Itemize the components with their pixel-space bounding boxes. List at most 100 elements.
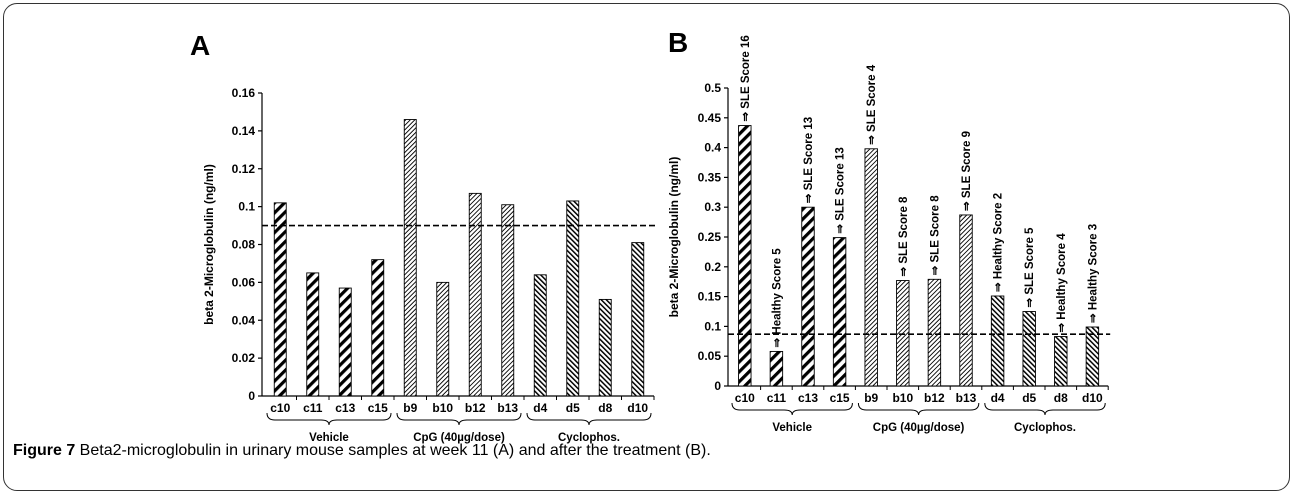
group-brace xyxy=(857,402,980,416)
caption-label: Figure 7 xyxy=(13,442,76,459)
bar-annotation-b12: ⇒ SLE Score 8 xyxy=(929,195,941,276)
bar-c13 xyxy=(338,287,352,397)
bar-d5 xyxy=(1022,311,1036,387)
group-label: Vehicle xyxy=(309,432,349,444)
y-tick-label: 0.5 xyxy=(704,81,721,95)
x-tick-label: c15 xyxy=(368,401,388,415)
bar-d4 xyxy=(533,274,547,397)
x-tick-label: c11 xyxy=(767,391,787,405)
y-tick-label: 0.45 xyxy=(698,111,722,125)
bar-d5 xyxy=(566,200,580,397)
bar-c10 xyxy=(273,202,287,397)
bar-annotation-c13: ⇒ SLE Score 13 xyxy=(803,117,815,203)
bar-c15 xyxy=(832,237,847,387)
bar-d8 xyxy=(1054,336,1068,387)
y-tick-label: 0.06 xyxy=(232,275,256,289)
group-label: Cyclophos. xyxy=(558,432,620,444)
y-tick-label: 0.15 xyxy=(698,290,722,304)
bar-annotation-c15: ⇒ SLE Score 13 xyxy=(835,147,847,233)
y-tick-label: 0.08 xyxy=(232,238,256,252)
bar-annotation-c11: ⇒ Healthy Score 5 xyxy=(771,248,783,348)
y-tick-label: 0.04 xyxy=(232,313,256,327)
bar-c11 xyxy=(306,272,320,397)
x-tick-label: b9 xyxy=(864,391,878,405)
bar-b9 xyxy=(864,148,878,387)
group-label: Vehicle xyxy=(772,422,812,434)
bar-d10 xyxy=(1085,326,1100,387)
x-tick-label: b13 xyxy=(956,391,977,405)
y-axis-title: beta 2-Microglobulin (ng/ml) xyxy=(202,164,216,325)
bar-b12 xyxy=(468,192,482,397)
y-tick-label: 0.3 xyxy=(704,200,721,214)
bar-b12 xyxy=(927,278,942,387)
x-tick-label: c15 xyxy=(830,391,850,405)
group-brace xyxy=(526,412,652,426)
bar-b10 xyxy=(436,281,450,397)
group-brace xyxy=(266,412,392,426)
y-tick-label: 0.35 xyxy=(698,170,722,184)
x-tick-label: c13 xyxy=(798,391,818,405)
bar-c11 xyxy=(769,350,784,387)
y-tick-label: 0.2 xyxy=(704,260,721,274)
x-tick-label: b10 xyxy=(892,391,913,405)
y-tick-label: 0.1 xyxy=(238,200,255,214)
caption-text: Beta2-microglobulin in urinary mouse sam… xyxy=(75,442,711,459)
group-label: CpG (40µg/dose) xyxy=(413,432,505,444)
bar-d8 xyxy=(598,298,612,397)
figure-frame xyxy=(3,3,1290,491)
y-tick-label: 0.4 xyxy=(704,141,721,155)
x-tick-label: d4 xyxy=(991,391,1005,405)
y-axis-title: beta 2-Microglobulin (ng/ml) xyxy=(667,157,681,318)
group-brace xyxy=(984,402,1106,416)
bar-b9 xyxy=(403,119,417,397)
panel-letter-a: A xyxy=(190,30,210,61)
y-tick-label: 0.1 xyxy=(704,319,721,333)
x-tick-label: b9 xyxy=(403,401,417,415)
bar-b10 xyxy=(896,280,910,387)
x-tick-label: b13 xyxy=(497,401,518,415)
x-tick-label: b10 xyxy=(432,401,453,415)
x-tick-label: d8 xyxy=(1054,391,1068,405)
x-tick-label: d10 xyxy=(627,401,648,415)
bar-annotation-c10: ⇒ SLE Score 16 xyxy=(740,35,752,121)
x-tick-label: d5 xyxy=(566,401,580,415)
bar-c10 xyxy=(738,125,752,387)
x-tick-label: b12 xyxy=(465,401,486,415)
y-tick-label: 0 xyxy=(714,379,721,393)
bar-d4 xyxy=(990,295,1005,387)
x-tick-label: b12 xyxy=(924,391,945,405)
x-tick-label: c11 xyxy=(303,401,323,415)
bar-annotation-b9: ⇒ SLE Score 4 xyxy=(866,64,878,145)
panel-letter-b: B xyxy=(668,27,688,58)
bar-c15 xyxy=(371,259,385,397)
y-tick-label: 0 xyxy=(248,389,255,403)
group-brace xyxy=(731,402,853,416)
chart-panel-b: B 0 0.05 0.1 0.15 0.2 0.25 0.3 0.35 0.4 0.45 0.5 bet… xyxy=(667,27,1111,434)
bar-annotation-d5: ⇒ SLE Score 5 xyxy=(1024,227,1036,308)
y-tick-label: 0.02 xyxy=(232,351,256,365)
y-tick-label: 0.16 xyxy=(232,86,256,100)
y-tick-label: 0.12 xyxy=(232,162,256,176)
x-tick-label: d10 xyxy=(1082,391,1103,405)
bar-annotation-d4: ⇒ Healthy Score 2 xyxy=(993,193,1005,292)
group-label: CpG (40µg/dose) xyxy=(873,422,965,434)
x-tick-label: c13 xyxy=(335,401,355,415)
bar-annotation-d8: ⇒ Healthy Score 4 xyxy=(1056,233,1068,333)
bar-annotation-b13: ⇒ SLE Score 9 xyxy=(961,131,973,211)
y-tick-label: 0.14 xyxy=(232,124,256,138)
chart-panel-a: A 0 0.02 0.04 0.06 0.08 0.1 0.12 0.14 0.16 beta 2-… xyxy=(190,30,656,444)
bar-b13 xyxy=(959,214,973,387)
y-tick-label: 0.05 xyxy=(698,349,722,363)
group-brace xyxy=(396,412,522,426)
x-tick-label: d8 xyxy=(598,401,612,415)
y-tick-label: 0.25 xyxy=(698,230,722,244)
x-tick-label: c10 xyxy=(270,401,290,415)
bar-d10 xyxy=(631,242,645,397)
x-tick-label: c10 xyxy=(735,391,755,405)
group-label: Cyclophos. xyxy=(1014,422,1076,434)
bar-annotation-b10: ⇒ SLE Score 8 xyxy=(898,196,910,277)
bar-b13 xyxy=(501,204,515,397)
x-tick-label: d4 xyxy=(533,401,547,415)
bar-annotation-d10: ⇒ Healthy Score 3 xyxy=(1087,224,1099,323)
